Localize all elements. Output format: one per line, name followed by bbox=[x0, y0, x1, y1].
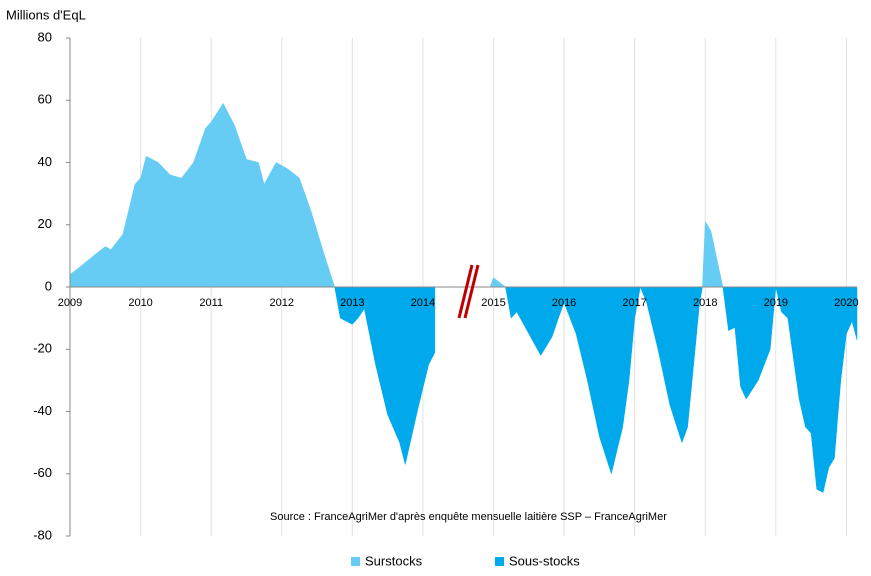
area bbox=[702, 220, 724, 288]
y-tick-label: 0 bbox=[45, 278, 52, 293]
x-tick-label: 2019 bbox=[764, 297, 788, 309]
x-tick-label: 2011 bbox=[199, 297, 223, 309]
x-tick-label: 2013 bbox=[340, 297, 364, 309]
y-axis-label: Millions d'EqL bbox=[6, 7, 86, 22]
break-line bbox=[457, 264, 474, 319]
y-tick-label: 60 bbox=[38, 92, 52, 107]
legend-label: Sous-stocks bbox=[509, 553, 580, 568]
x-tick-label: 2020 bbox=[834, 297, 858, 309]
area bbox=[722, 286, 858, 493]
area bbox=[69, 102, 336, 288]
x-tick-label: 2010 bbox=[128, 297, 152, 309]
y-tick-label: -60 bbox=[33, 465, 52, 480]
area bbox=[489, 277, 507, 288]
x-tick-label: 2017 bbox=[622, 297, 646, 309]
source-note: Source : FranceAgriMer d'après enquête m… bbox=[270, 511, 667, 523]
legend-label: Surstocks bbox=[365, 553, 423, 568]
y-tick-label: 80 bbox=[38, 29, 52, 44]
x-tick-label: 2015 bbox=[481, 297, 505, 309]
break-line bbox=[463, 264, 480, 319]
y-tick-label: -40 bbox=[33, 403, 52, 418]
y-tick-label: 40 bbox=[38, 154, 52, 169]
legend-swatch bbox=[351, 557, 360, 566]
x-tick-label: 2016 bbox=[552, 297, 576, 309]
axis-break bbox=[457, 264, 480, 319]
x-tick-label: 2018 bbox=[693, 297, 717, 309]
y-tick-label: -80 bbox=[33, 527, 52, 542]
y-tick-label: -20 bbox=[33, 341, 52, 356]
x-tick-label: 2014 bbox=[411, 297, 435, 309]
area bbox=[334, 286, 436, 465]
legend-swatch bbox=[495, 557, 504, 566]
area bbox=[505, 286, 703, 475]
x-tick-label: 2012 bbox=[270, 297, 294, 309]
y-tick-label: 20 bbox=[38, 216, 52, 231]
